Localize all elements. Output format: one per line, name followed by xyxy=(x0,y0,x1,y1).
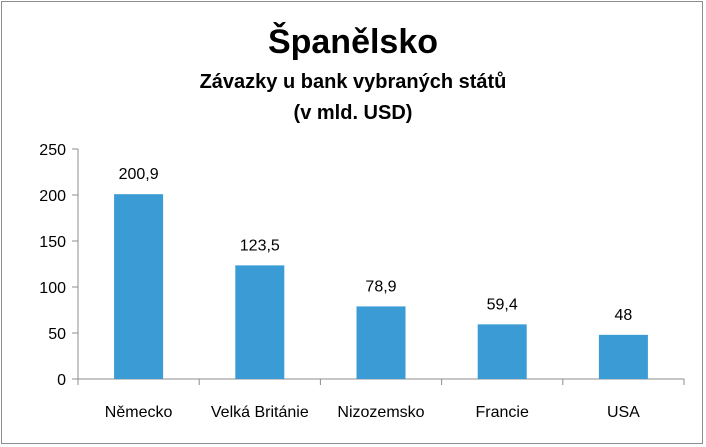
y-tick-label: 100 xyxy=(39,280,66,297)
data-label: 123,5 xyxy=(240,237,280,254)
bar xyxy=(598,334,648,379)
x-category-label: Velká Británie xyxy=(211,404,309,421)
y-tick-label: 150 xyxy=(39,234,66,251)
x-category-label: USA xyxy=(607,404,640,421)
plot-area: 0 50 100 150 200 250 200,9 Německo 123,5 Velká Br… xyxy=(39,142,685,421)
bar xyxy=(477,324,527,379)
chart-title: Španělsko xyxy=(268,22,438,61)
data-label: 200,9 xyxy=(119,166,159,183)
x-category-label: Nizozemsko xyxy=(337,404,424,421)
data-label: 78,9 xyxy=(365,278,396,295)
y-tick-label: 250 xyxy=(39,142,66,159)
data-label: 59,4 xyxy=(487,296,518,313)
bar xyxy=(356,306,406,379)
bar xyxy=(114,194,164,379)
chart-subtitle-line2: (v mld. USD) xyxy=(294,102,413,124)
y-tick-label: 50 xyxy=(48,326,66,343)
y-tick-label: 200 xyxy=(39,188,66,205)
x-category-label: Francie xyxy=(476,404,529,421)
x-category-label: Německo xyxy=(105,404,173,421)
bar xyxy=(235,265,285,379)
data-label: 48 xyxy=(615,307,633,324)
chart-subtitle-line1: Závazky u bank vybraných států xyxy=(200,71,507,93)
y-tick-label: 0 xyxy=(57,372,66,389)
